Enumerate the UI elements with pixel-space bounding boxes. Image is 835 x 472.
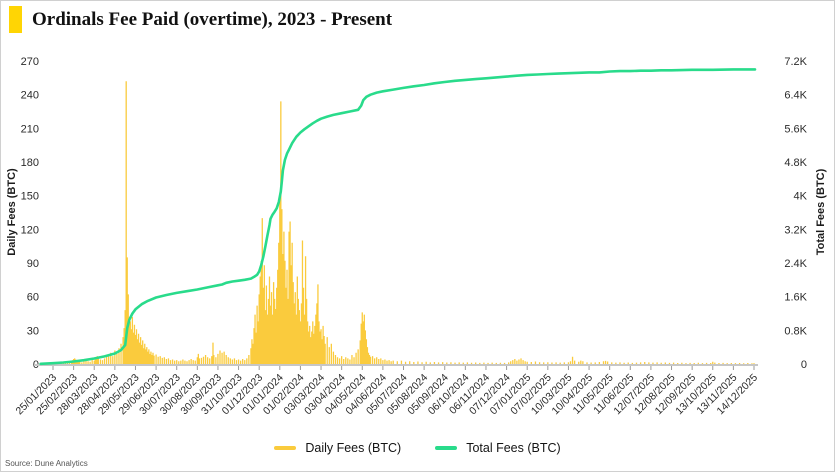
y-right-tick-label: 5.6K bbox=[784, 123, 807, 135]
y-right-tick-label: 7.2K bbox=[784, 56, 807, 68]
y-right-tick-label: 2.4K bbox=[784, 258, 807, 270]
title-accent-square bbox=[9, 6, 22, 33]
y-right-tick-label: 4K bbox=[794, 191, 808, 203]
total-fees-legend-label: Total Fees (BTC) bbox=[466, 441, 561, 455]
y-right-tick-label: 6.4K bbox=[784, 90, 807, 102]
y-left-tick-label: 120 bbox=[21, 224, 39, 236]
y-right-tick-label: 4.8K bbox=[784, 157, 807, 169]
y-left-tick-label: 60 bbox=[27, 292, 39, 304]
legend-item-total-fees: Total Fees (BTC) bbox=[435, 441, 561, 455]
y-left-tick-label: 90 bbox=[27, 258, 39, 270]
y-right-tick-label: 0 bbox=[801, 359, 807, 371]
y-left-axis-title: Daily Fees (BTC) bbox=[6, 168, 18, 256]
legend-item-daily-fees: Daily Fees (BTC) bbox=[274, 441, 401, 455]
chart-title: Ordinals Fee Paid (overtime), 2023 - Pre… bbox=[32, 8, 393, 30]
y-left-tick-label: 270 bbox=[21, 56, 39, 68]
daily-fees-legend-label: Daily Fees (BTC) bbox=[305, 441, 402, 455]
daily-fees-legend-swatch bbox=[274, 446, 297, 450]
total-fees-line bbox=[39, 68, 757, 366]
y-left-tick-label: 180 bbox=[21, 157, 39, 169]
daily-fees-bars bbox=[42, 81, 755, 364]
source-attribution: Source: Dune Analytics bbox=[5, 459, 88, 468]
y-right-axis-title: Total Fees (BTC) bbox=[815, 168, 827, 255]
y-left-tick-label: 240 bbox=[21, 90, 39, 102]
legend: Daily Fees (BTC) Total Fees (BTC) bbox=[1, 441, 834, 455]
y-left-tick-label: 150 bbox=[21, 191, 39, 203]
y-left-tick-label: 210 bbox=[21, 123, 39, 135]
y-right-tick-label: 0.8K bbox=[784, 325, 807, 337]
total-fees-legend-swatch bbox=[435, 446, 458, 450]
chart-header: Ordinals Fee Paid (overtime), 2023 - Pre… bbox=[9, 6, 392, 33]
y-right-tick-label: 1.6K bbox=[784, 292, 807, 304]
y-right-tick-label: 3.2K bbox=[784, 224, 807, 236]
y-left-tick-label: 30 bbox=[27, 325, 39, 337]
